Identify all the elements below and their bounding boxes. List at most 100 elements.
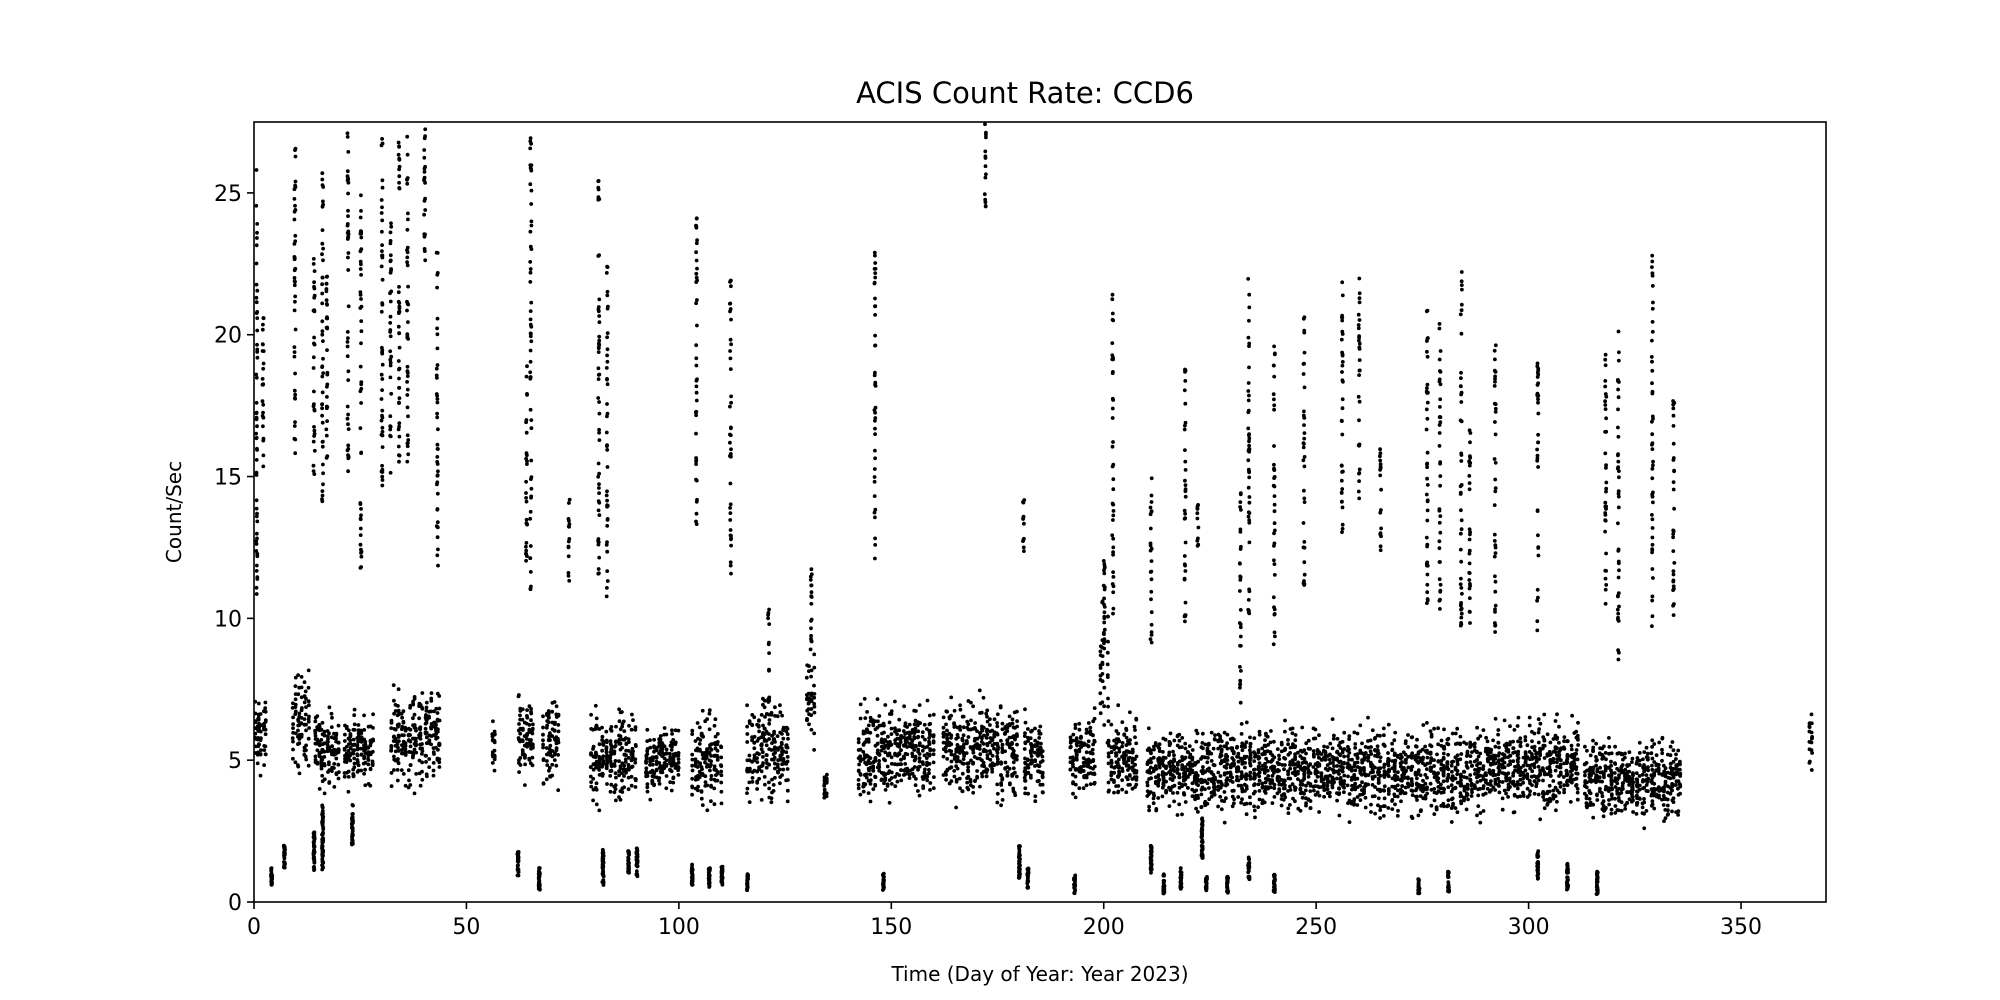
data-point bbox=[1253, 752, 1258, 757]
data-point bbox=[690, 752, 695, 757]
data-point bbox=[1627, 774, 1632, 779]
data-point bbox=[1342, 785, 1346, 790]
data-point bbox=[1272, 755, 1277, 760]
data-point bbox=[1231, 788, 1236, 793]
data-point bbox=[1199, 805, 1204, 810]
data-point bbox=[1216, 788, 1221, 792]
data-point bbox=[1613, 796, 1617, 801]
data-point bbox=[773, 705, 777, 710]
data-point bbox=[1200, 731, 1205, 736]
data-point bbox=[773, 766, 777, 771]
data-point bbox=[1376, 796, 1381, 801]
data-point bbox=[1481, 767, 1486, 771]
data-point bbox=[931, 748, 936, 752]
data-point bbox=[1403, 791, 1408, 795]
data-point bbox=[548, 743, 553, 748]
data-point bbox=[719, 769, 724, 774]
data-point bbox=[886, 734, 890, 739]
data-point bbox=[1010, 742, 1014, 746]
data-point bbox=[547, 734, 551, 738]
data-point bbox=[1322, 744, 1326, 749]
data-point bbox=[393, 709, 398, 713]
data-point bbox=[902, 756, 906, 761]
data-point bbox=[403, 727, 408, 732]
data-point bbox=[960, 771, 965, 776]
data-point bbox=[1516, 749, 1521, 754]
data-point bbox=[895, 779, 900, 784]
data-point bbox=[1157, 742, 1162, 747]
data-point bbox=[1183, 765, 1188, 770]
data-point bbox=[1541, 795, 1545, 799]
data-point bbox=[941, 715, 946, 720]
data-point bbox=[1534, 755, 1539, 760]
data-point bbox=[492, 768, 497, 773]
data-point bbox=[1565, 778, 1570, 783]
data-point bbox=[1106, 614, 1110, 619]
data-point bbox=[824, 794, 829, 799]
data-point bbox=[1302, 748, 1307, 753]
data-point bbox=[1441, 779, 1446, 784]
data-point bbox=[420, 691, 425, 695]
data-point bbox=[1256, 805, 1260, 809]
data-point bbox=[1244, 720, 1249, 725]
data-point bbox=[1079, 765, 1083, 769]
data-point bbox=[1172, 775, 1177, 780]
data-point bbox=[1132, 724, 1137, 729]
data-point bbox=[1005, 770, 1010, 774]
data-point bbox=[1286, 738, 1290, 742]
data-point bbox=[1462, 769, 1466, 774]
data-point bbox=[657, 740, 662, 745]
data-point bbox=[1584, 761, 1589, 765]
data-point bbox=[1212, 792, 1217, 797]
data-point bbox=[1595, 793, 1599, 798]
data-point bbox=[824, 776, 829, 781]
data-point bbox=[313, 733, 318, 738]
data-point bbox=[709, 759, 713, 764]
data-point bbox=[1325, 777, 1330, 782]
data-point bbox=[600, 734, 605, 739]
data-point bbox=[1218, 744, 1223, 749]
data-point bbox=[1441, 790, 1446, 795]
data-point bbox=[303, 754, 308, 759]
data-point bbox=[981, 695, 986, 700]
data-point bbox=[1151, 801, 1156, 806]
data-point bbox=[604, 747, 609, 751]
data-point bbox=[1013, 736, 1017, 741]
data-point bbox=[1338, 753, 1343, 758]
data-point bbox=[1376, 776, 1381, 781]
data-point bbox=[1081, 756, 1086, 760]
data-point bbox=[1591, 749, 1595, 754]
data-point bbox=[322, 777, 327, 782]
data-point bbox=[1079, 740, 1083, 745]
data-point bbox=[1040, 790, 1045, 795]
data-point bbox=[668, 780, 673, 785]
data-point bbox=[423, 726, 428, 731]
data-point bbox=[1342, 781, 1346, 786]
data-point bbox=[1594, 763, 1598, 768]
data-point bbox=[1102, 685, 1107, 690]
data-point bbox=[668, 751, 672, 756]
data-point bbox=[1011, 760, 1016, 765]
data-point bbox=[1177, 802, 1182, 807]
data-point bbox=[1116, 790, 1120, 795]
data-point bbox=[1306, 738, 1311, 743]
data-point bbox=[719, 755, 724, 760]
data-point bbox=[1527, 723, 1532, 728]
data-point bbox=[700, 771, 705, 776]
data-point bbox=[1116, 703, 1121, 708]
data-point bbox=[1232, 801, 1236, 806]
data-point bbox=[893, 784, 898, 789]
data-point bbox=[263, 744, 268, 749]
data-point bbox=[1201, 765, 1205, 769]
data-point bbox=[1350, 757, 1354, 762]
data-point bbox=[315, 714, 320, 718]
data-point bbox=[366, 762, 371, 767]
data-point bbox=[862, 696, 867, 701]
data-point bbox=[1288, 784, 1292, 789]
data-point bbox=[1311, 765, 1316, 769]
data-point bbox=[709, 773, 714, 778]
data-point bbox=[1399, 764, 1403, 769]
data-point bbox=[1283, 729, 1287, 734]
data-point bbox=[767, 732, 771, 736]
